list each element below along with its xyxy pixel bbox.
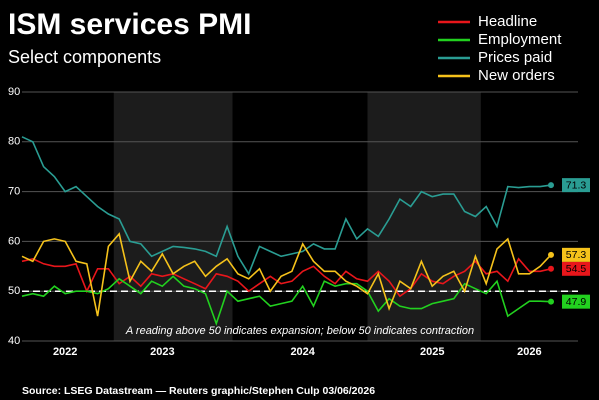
legend-label: Headline	[478, 13, 537, 30]
annotation: A reading above 50 indicates expansion; …	[125, 325, 474, 337]
y-tick-label: 50	[8, 285, 20, 297]
end-label: 54.5	[566, 263, 587, 275]
end-point	[548, 251, 554, 258]
legend-label: Employment	[478, 31, 562, 48]
end-label-box	[562, 294, 590, 309]
y-tick-label: 70	[8, 186, 20, 198]
y-tick-label: 90	[8, 86, 20, 98]
plot: 40 50 60 70 80 90 2022 2023 2024 2025 2026 54.5 Head…	[8, 13, 590, 358]
x-tick-label: 2025	[420, 346, 444, 358]
chart-title: ISM services PMI	[8, 8, 251, 41]
y-tick-label: 80	[8, 136, 20, 148]
x-tick-label: 2023	[150, 346, 174, 358]
year-band	[113, 92, 233, 341]
end-point	[548, 182, 554, 189]
end-label: 47.9	[566, 296, 587, 308]
x-tick-label: 2026	[517, 346, 541, 358]
series-line	[21, 257, 552, 298]
legend-label: Prices paid	[478, 49, 552, 66]
source: Source: LSEG Datastream — Reuters graphi…	[22, 385, 375, 397]
end-label-box	[562, 247, 590, 262]
y-tick-label: 40	[8, 335, 20, 347]
end-label: 71.3	[566, 179, 587, 191]
chart-subtitle: Select components	[8, 47, 161, 67]
end-point	[548, 298, 554, 305]
year-bands	[113, 92, 481, 341]
end-label-box	[562, 261, 590, 276]
legend-label: New orders	[478, 67, 555, 84]
series-line	[21, 275, 552, 327]
series-line	[21, 136, 552, 276]
end-point	[548, 265, 554, 272]
x-tick-label: 2022	[53, 346, 77, 358]
y-tick-label: 60	[8, 235, 20, 247]
end-label-box	[562, 178, 590, 193]
x-tick-label: 2024	[290, 346, 315, 358]
end-label: 57.3	[566, 249, 587, 261]
series-line	[21, 232, 552, 317]
